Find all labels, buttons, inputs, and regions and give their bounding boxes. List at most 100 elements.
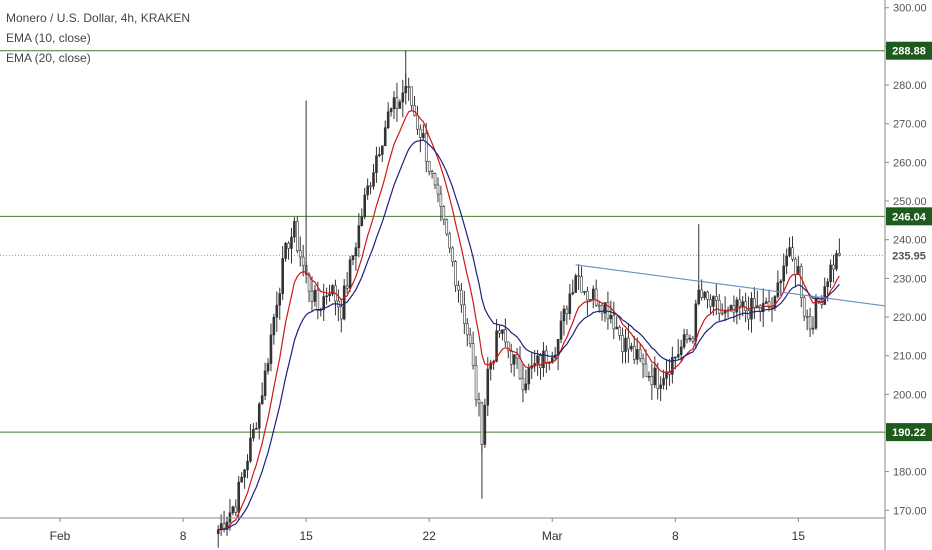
candle-body (504, 329, 507, 343)
candle-body (457, 285, 460, 291)
y-tick-label: 300.00 (893, 3, 927, 15)
level-badge-label: 288.88 (892, 46, 926, 58)
candle-body (298, 250, 302, 258)
candle-body (630, 345, 633, 350)
candle-body (706, 291, 709, 300)
x-tick-label: 15 (792, 529, 806, 543)
candle-body (252, 429, 255, 439)
candle-body (489, 362, 493, 370)
candle-body (392, 97, 396, 109)
candle-body (398, 101, 402, 109)
candle-body (712, 296, 715, 307)
candle-body (791, 247, 794, 260)
y-tick-label: 240.00 (893, 235, 927, 247)
chart-legend: Monero / U.S. Dollar, 4h, KRAKEN EMA (10… (6, 8, 190, 68)
candle-body (550, 357, 554, 363)
horizontal-levels (0, 50, 885, 433)
candle-body (351, 255, 355, 261)
candle-body (410, 86, 413, 106)
candle-body (715, 296, 718, 301)
candle-body (486, 368, 490, 406)
candle-body (799, 266, 803, 298)
candle-body (225, 521, 229, 530)
candle-body (255, 427, 258, 430)
candle-body (688, 337, 692, 340)
candle-body (460, 289, 463, 306)
x-tick-label: 15 (299, 529, 313, 543)
candle-body (372, 172, 375, 187)
candle-body (419, 128, 422, 138)
candle-body (506, 341, 510, 351)
y-tick-label: 280.00 (893, 80, 927, 92)
candle-body (741, 301, 744, 307)
candle-body (463, 304, 466, 324)
candle-body (249, 437, 252, 462)
candle-body (577, 275, 580, 278)
y-tick-label: 260.00 (893, 157, 927, 169)
candle-body (339, 306, 343, 320)
x-tick-label: 22 (423, 529, 437, 543)
candle-body (512, 354, 516, 365)
candle-body (296, 221, 299, 252)
candle-body (720, 312, 724, 315)
ema-lines (218, 110, 840, 531)
candle-body (829, 264, 832, 283)
candle-body (676, 354, 680, 358)
candle-body (536, 355, 539, 364)
x-tick-label: 8 (180, 529, 187, 543)
candle-body (700, 289, 703, 298)
candle-body (301, 256, 305, 266)
candle-body (609, 315, 613, 320)
level-badge (886, 423, 932, 442)
candle-body (422, 133, 425, 138)
candle-body (378, 154, 381, 157)
candle-body (427, 160, 431, 172)
y-tick-label: 270.00 (893, 119, 927, 131)
candle-body (363, 194, 367, 218)
candle-body (568, 293, 572, 314)
candle-body (416, 115, 419, 130)
level-badge-label: 246.04 (892, 211, 927, 223)
level-badge (886, 41, 932, 60)
candle-body (656, 367, 660, 389)
candle-body (442, 206, 446, 221)
current-price-badge (885, 245, 932, 265)
candle-body (451, 247, 454, 262)
candle-body (401, 92, 405, 103)
candle-body (430, 171, 434, 174)
candle-body (559, 320, 563, 340)
x-tick-label: Mar (542, 529, 563, 543)
candle-body (717, 300, 721, 314)
candle-body (802, 297, 806, 317)
candle-body (413, 105, 416, 116)
candlesticks (216, 50, 841, 548)
candle-body (237, 481, 241, 513)
candle-body (243, 469, 246, 478)
x-tick-label: 8 (672, 529, 679, 543)
candle-body (679, 346, 683, 355)
candle-body (539, 355, 542, 369)
candle-body (785, 255, 788, 267)
candle-body (290, 236, 293, 249)
candle-body (354, 247, 358, 257)
candle-body (574, 275, 577, 293)
candle-body (524, 383, 528, 391)
candle-body (641, 358, 645, 365)
candle-body (580, 276, 583, 293)
candle-body (369, 185, 372, 188)
candle-body (495, 330, 498, 362)
candle-body (278, 293, 282, 306)
candle-body (366, 185, 369, 196)
candle-body (624, 337, 627, 352)
candle-body (231, 506, 235, 514)
candle-body (345, 285, 349, 289)
candle-body (386, 111, 390, 128)
candle-body (764, 301, 768, 304)
candle-body (383, 127, 387, 147)
candle-body (424, 133, 428, 162)
candle-body (823, 286, 827, 305)
candle-body (342, 285, 346, 320)
candle-body (275, 304, 279, 318)
candle-body (603, 302, 607, 314)
